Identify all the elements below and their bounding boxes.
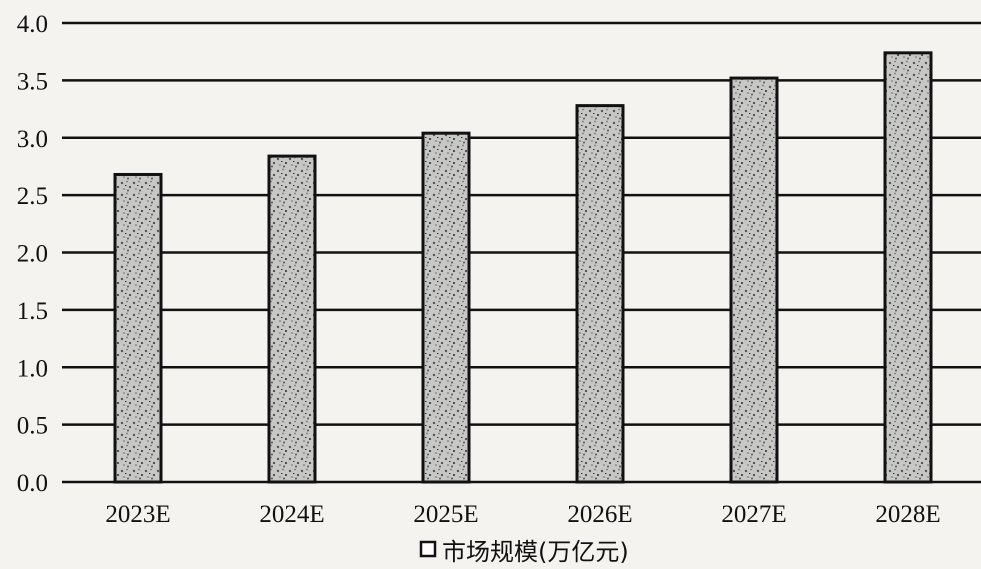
x-axis-ticks: 2023E 2024E 2025E 2026E 2027E 2028E bbox=[105, 501, 940, 528]
y-tick-label: 1.0 bbox=[17, 355, 48, 382]
y-tick-label: 0.5 bbox=[17, 413, 48, 440]
x-tick-label: 2026E bbox=[567, 501, 632, 528]
bar-2023E bbox=[113, 172, 163, 484]
legend-swatch bbox=[419, 540, 437, 558]
bar-2024E bbox=[267, 154, 317, 484]
y-tick-label: 1.5 bbox=[17, 298, 48, 325]
gridlines bbox=[62, 21, 981, 484]
y-tick-label: 2.5 bbox=[17, 183, 48, 210]
y-tick-label: 2.0 bbox=[17, 241, 48, 268]
x-tick-label: 2028E bbox=[875, 501, 940, 528]
y-axis-ticks: 0.0 0.5 1.0 1.5 2.0 2.5 3.0 3.5 4.0 bbox=[17, 11, 48, 497]
bars bbox=[113, 51, 933, 484]
x-tick-label: 2024E bbox=[259, 501, 324, 528]
y-tick-label: 0.0 bbox=[17, 470, 48, 497]
bar-2027E bbox=[729, 76, 779, 484]
bar-2028E bbox=[883, 51, 933, 484]
y-tick-label: 4.0 bbox=[17, 11, 48, 38]
bar-2025E bbox=[421, 131, 471, 484]
x-tick-label: 2027E bbox=[721, 501, 786, 528]
legend: 市场规模(万亿元) bbox=[419, 538, 629, 566]
y-tick-label: 3.0 bbox=[17, 126, 48, 153]
legend-label: 市场规模(万亿元) bbox=[442, 538, 629, 566]
y-tick-label: 3.5 bbox=[17, 68, 48, 95]
x-tick-label: 2025E bbox=[413, 501, 478, 528]
x-tick-label: 2023E bbox=[105, 501, 170, 528]
bar-2026E bbox=[575, 104, 625, 484]
